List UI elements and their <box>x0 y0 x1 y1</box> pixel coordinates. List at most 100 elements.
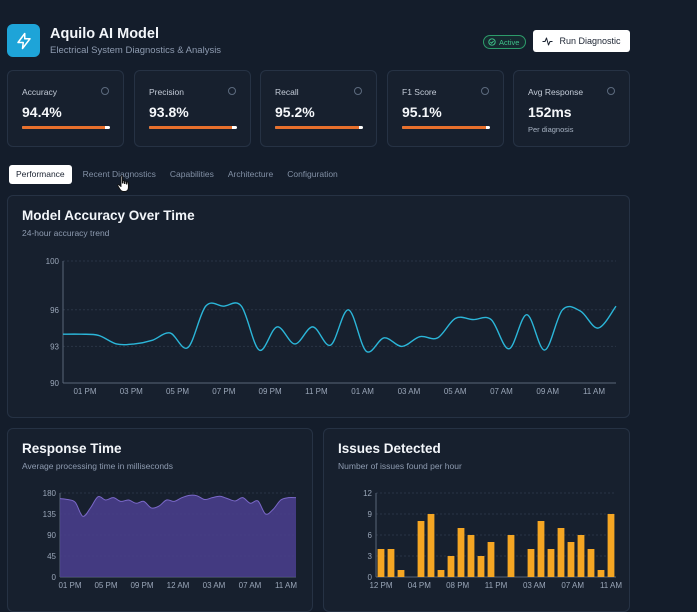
issue-bar <box>607 514 615 577</box>
y-tick-label: 9 <box>368 510 373 519</box>
metric-value: 152ms <box>528 104 572 120</box>
app-header: Aquilo AI Model Electrical System Diagno… <box>7 24 630 60</box>
y-tick-label: 96 <box>50 306 59 315</box>
info-icon <box>228 87 236 95</box>
y-tick-label: 100 <box>46 257 60 266</box>
metric-label: Recall <box>275 87 299 97</box>
metric-value: 94.4% <box>22 104 62 120</box>
metric-progress-fill <box>275 126 359 129</box>
x-tick-label: 04 PM <box>408 581 431 590</box>
tab-configuration[interactable]: Configuration <box>287 168 338 179</box>
issue-bar <box>457 528 465 577</box>
x-tick-label: 03 AM <box>523 581 546 590</box>
x-tick-label: 05 AM <box>444 387 467 396</box>
response-chart-panel: Response Time Average processing time in… <box>7 428 313 612</box>
tab-bar: Performance Recent Diagnostics Capabilit… <box>9 164 345 184</box>
panel-title: Model Accuracy Over Time <box>22 208 195 223</box>
x-tick-label: 11 AM <box>600 581 622 590</box>
issue-bar <box>437 570 445 577</box>
x-tick-label: 01 PM <box>58 581 81 590</box>
metric-card-precision: Precision 93.8% <box>134 70 251 147</box>
x-tick-label: 09 PM <box>259 387 282 396</box>
y-tick-label: 90 <box>47 531 56 540</box>
x-tick-label: 05 PM <box>94 581 117 590</box>
x-tick-label: 01 AM <box>351 387 374 396</box>
issue-bar <box>487 542 495 577</box>
y-tick-label: 0 <box>368 573 373 582</box>
x-tick-label: 01 PM <box>73 387 96 396</box>
tab-capabilities[interactable]: Capabilities <box>169 168 214 179</box>
check-circle-icon <box>488 38 496 46</box>
issue-bar <box>477 556 485 577</box>
metric-label: Precision <box>149 87 184 97</box>
issue-bar <box>447 556 455 577</box>
issues-bar-chart: 12 9 6 3 012 PM 04 PM 08 PM 11 PM 03 AM 07 AM 11 A… <box>363 489 622 590</box>
issue-bar <box>557 528 565 577</box>
metric-value: 95.1% <box>402 104 442 120</box>
y-tick-label: 93 <box>50 342 59 351</box>
response-series-line <box>59 494 297 517</box>
metric-label: F1 Score <box>402 87 437 97</box>
metric-progress-bar <box>275 126 363 129</box>
issue-bar <box>527 549 535 577</box>
metric-label: Avg Response <box>528 87 584 97</box>
issue-bar <box>387 549 395 577</box>
x-tick-label: 11 PM <box>485 581 508 590</box>
x-tick-label: 11 AM <box>583 387 605 396</box>
hand-cursor-icon <box>117 175 131 198</box>
y-tick-label: 135 <box>43 510 57 519</box>
y-tick-label: 12 <box>363 489 372 498</box>
issue-bar <box>397 570 405 577</box>
issue-bar <box>467 535 475 577</box>
issues-chart-panel: Issues Detected Number of issues found p… <box>323 428 630 612</box>
accuracy-line-chart: 100 96 93 90 01 PM 03 PM 05 PM 07 PM 09 PM 11 PM 0… <box>46 257 617 396</box>
x-tick-label: 11 PM <box>305 387 328 396</box>
x-tick-label: 08 PM <box>446 581 469 590</box>
y-tick-label: 0 <box>52 573 57 582</box>
x-tick-label: 12 PM <box>369 581 392 590</box>
activity-icon <box>542 37 553 45</box>
x-tick-label: 12 AM <box>167 581 190 590</box>
x-tick-label: 05 PM <box>166 387 189 396</box>
response-area-chart: 180 135 90 45 001 PM 05 PM 09 PM 12 AM 03 AM 07 A… <box>43 489 298 590</box>
tab-architecture[interactable]: Architecture <box>227 168 274 179</box>
metric-progress-fill <box>22 126 106 129</box>
metric-card-recall: Recall 95.2% <box>260 70 377 147</box>
panel-subtitle: 24-hour accuracy trend <box>22 228 110 238</box>
y-tick-label: 180 <box>43 489 57 498</box>
run-diagnostic-button[interactable]: Run Diagnostic <box>533 30 630 52</box>
app-subtitle: Electrical System Diagnostics & Analysis <box>50 45 222 56</box>
x-tick-label: 07 AM <box>561 581 584 590</box>
x-tick-label: 09 AM <box>536 387 559 396</box>
response-area-fill <box>60 495 296 577</box>
issue-bar <box>507 535 515 577</box>
metric-card-accuracy: Accuracy 94.4% <box>7 70 124 147</box>
info-icon <box>481 87 489 95</box>
issue-bar <box>597 570 605 577</box>
y-tick-label: 6 <box>368 531 373 540</box>
info-icon <box>354 87 362 95</box>
status-label: Active <box>499 37 520 47</box>
y-tick-label: 45 <box>47 552 56 561</box>
x-tick-label: 07 AM <box>239 581 262 590</box>
x-tick-label: 03 AM <box>203 581 226 590</box>
metric-label: Accuracy <box>22 87 57 97</box>
x-tick-label: 07 PM <box>212 387 235 396</box>
metric-card-avg-response: Avg Response 152ms Per diagnosis <box>513 70 630 147</box>
panel-title: Issues Detected <box>338 441 441 456</box>
x-tick-label: 09 PM <box>130 581 153 590</box>
issue-bar <box>577 535 585 577</box>
issue-bar <box>417 521 425 577</box>
run-diagnostic-label: Run Diagnostic <box>559 36 621 46</box>
issue-bar <box>567 542 575 577</box>
tab-recent-diagnostics[interactable]: Recent Diagnostics <box>82 168 156 179</box>
panel-subtitle: Average processing time in milliseconds <box>22 461 174 471</box>
tab-performance[interactable]: Performance <box>9 164 72 184</box>
metric-progress-fill <box>149 126 232 129</box>
metric-sublabel: Per diagnosis <box>528 125 574 134</box>
info-icon <box>607 87 615 95</box>
y-tick-label: 90 <box>50 379 59 388</box>
x-tick-label: 11 AM <box>275 581 297 590</box>
metric-card-f1-score: F1 Score 95.1% <box>387 70 504 147</box>
app-title: Aquilo AI Model <box>50 26 160 42</box>
